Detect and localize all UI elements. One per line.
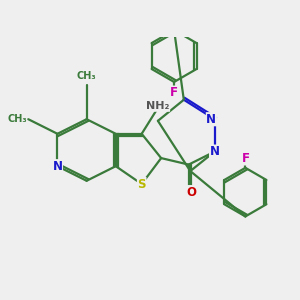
Text: F: F <box>242 152 249 165</box>
Text: CH₃: CH₃ <box>77 71 96 81</box>
Text: N: N <box>210 145 220 158</box>
Text: CH₃: CH₃ <box>7 114 27 124</box>
Text: NH₂: NH₂ <box>146 101 169 111</box>
Text: N: N <box>52 160 62 173</box>
Text: N: N <box>206 113 216 126</box>
Text: F: F <box>170 86 178 99</box>
Text: S: S <box>137 178 146 190</box>
Text: O: O <box>186 186 196 199</box>
